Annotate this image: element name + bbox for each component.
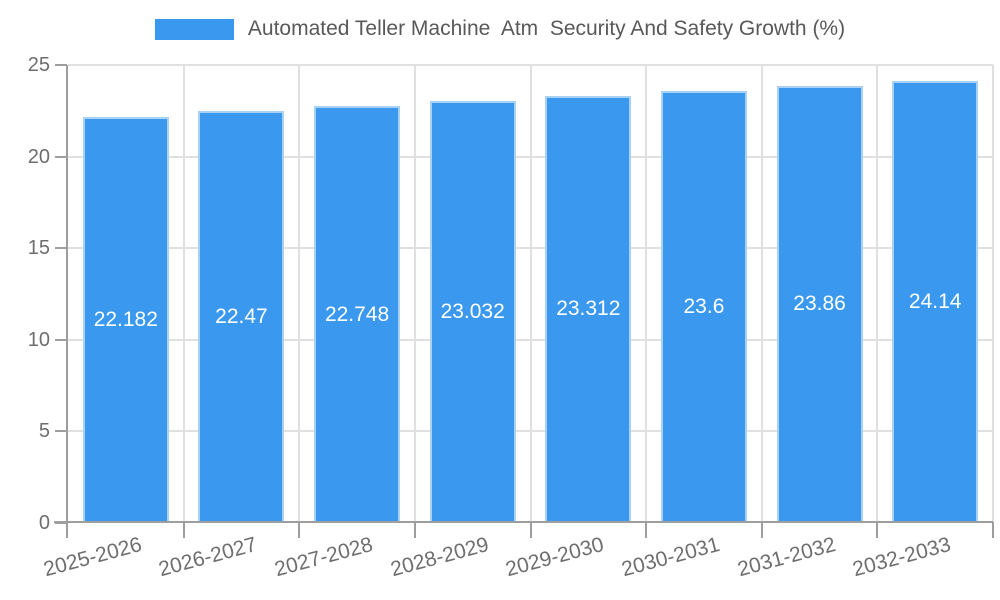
bar-value-label: 23.032 [440,300,505,324]
vertical-gridline [645,65,648,523]
bar[interactable] [660,90,747,523]
bar-value-label: 22.748 [324,302,390,326]
bar[interactable] [545,95,632,523]
y-axis-label: 10 [27,328,50,351]
bar-value-label: 23.312 [556,297,621,321]
x-axis-tick [182,522,185,538]
legend-label: Automated Teller Machine Atm Security An… [247,17,846,40]
x-axis-tick [992,522,994,538]
x-axis-line [54,521,993,523]
legend[interactable]: Automated Teller Machine Atm Security An… [0,16,1000,42]
x-axis-tick [645,522,648,538]
y-axis-tick [55,155,67,158]
bar-value-label: 23.86 [793,292,846,316]
vertical-gridline [876,65,879,523]
bar-value-label: 22.47 [215,305,268,329]
x-axis-tick [876,522,879,538]
bar[interactable] [892,80,979,523]
vertical-gridline [413,65,416,523]
bar[interactable] [314,106,401,523]
y-axis-tick [55,430,67,433]
y-axis-label: 25 [27,54,50,76]
bar-value-label: 22.182 [93,307,158,331]
vertical-gridline [529,65,532,523]
vertical-gridline [298,65,301,523]
y-axis-label: 20 [27,145,50,168]
bar[interactable] [429,101,516,523]
y-axis-line [66,65,68,538]
plot-area: 22.182 22.47 22.748 23.032 23.312 23.6 23.86 24… [68,64,994,523]
y-axis-label: 5 [38,420,50,443]
bar[interactable] [776,85,863,523]
bar[interactable] [198,111,285,523]
x-axis-tick [298,522,301,538]
x-axis-tick [413,522,416,538]
y-axis-label: 0 [38,512,50,534]
bar-value-label: 24.14 [908,289,962,313]
legend-swatch [154,18,234,40]
x-axis-tick [529,522,532,538]
y-axis-label: 15 [27,237,50,260]
x-axis-tick [760,522,763,538]
bar[interactable] [82,116,169,523]
y-axis-tick [55,338,67,341]
vertical-gridline [182,65,185,523]
y-axis-tick [55,522,67,524]
vertical-gridline [992,65,994,523]
vertical-gridline [760,65,763,523]
y-axis-tick [55,64,67,66]
bar-value-label: 23.6 [683,294,725,318]
y-axis-tick [55,247,67,250]
